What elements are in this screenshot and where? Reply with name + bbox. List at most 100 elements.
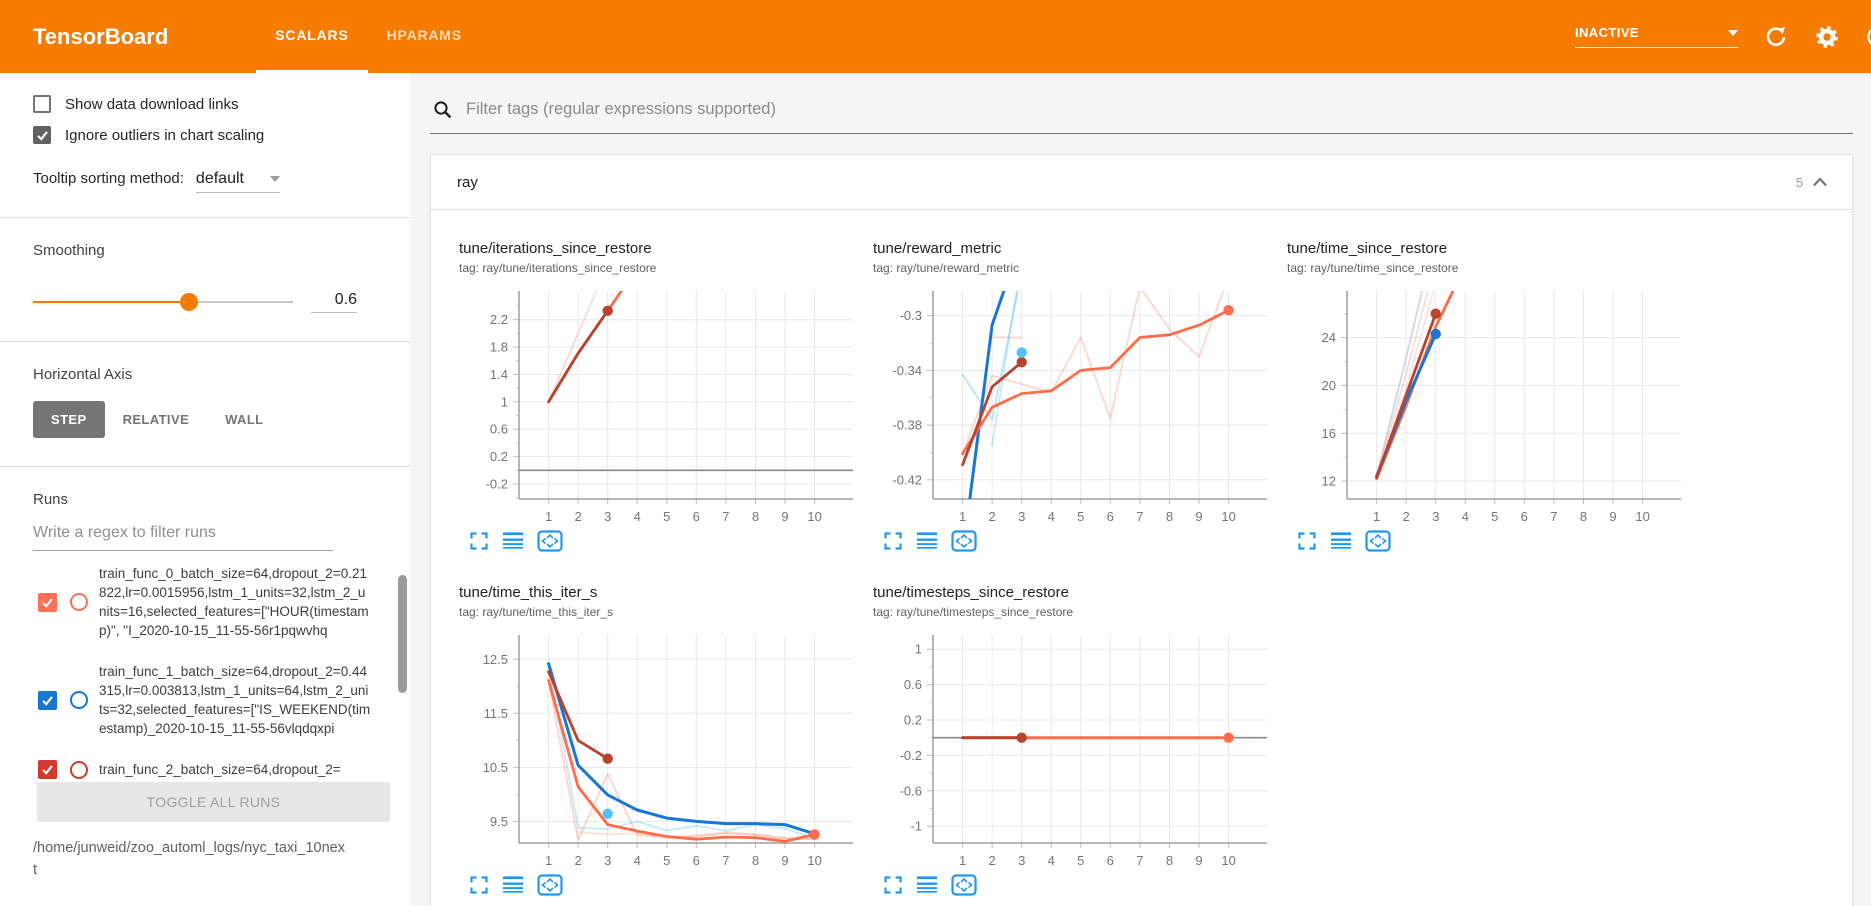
- svg-text:10: 10: [1221, 853, 1235, 868]
- svg-text:-0.2: -0.2: [900, 748, 922, 763]
- scalar-chart: tune/time_this_iter_s tag: ray/tune/time…: [459, 584, 873, 896]
- checkbox-row-0[interactable]: Show data download links: [33, 95, 380, 113]
- fit-domain-icon[interactable]: [537, 530, 563, 552]
- svg-text:2: 2: [988, 509, 995, 524]
- run-name: train_func_2_batch_size=64,dropout_2=: [99, 762, 341, 777]
- chart-tag: tag: ray/tune/timesteps_since_restore: [873, 605, 1074, 619]
- chart-tag: tag: ray/tune/iterations_since_restore: [459, 261, 657, 275]
- svg-text:5: 5: [1491, 509, 1498, 524]
- axis-option-wall[interactable]: WALL: [225, 412, 264, 427]
- log-scale-icon[interactable]: [502, 531, 524, 551]
- section-name: ray: [457, 173, 478, 191]
- fit-domain-icon[interactable]: [537, 874, 563, 896]
- log-scale-icon[interactable]: [1330, 531, 1352, 551]
- svg-text:9: 9: [1195, 853, 1202, 868]
- scalar-chart: tune/timesteps_since_restore tag: ray/tu…: [873, 584, 1287, 896]
- svg-text:1: 1: [501, 394, 508, 409]
- chart-plot[interactable]: 1 2 3 4 5 6 7 8 9 10 -0.42 -0.38 -0.34 -0.3: [873, 283, 1273, 528]
- fullscreen-icon[interactable]: [883, 875, 903, 895]
- checkbox-row-1[interactable]: Ignore outliers in chart scaling: [33, 126, 380, 144]
- runs-scrollbar[interactable]: [398, 575, 407, 693]
- log-scale-icon[interactable]: [916, 875, 938, 895]
- svg-text:2: 2: [1402, 509, 1409, 524]
- runs-filter-input[interactable]: [33, 514, 333, 551]
- svg-text:-0.42: -0.42: [892, 472, 922, 487]
- chart-title: tune/time_since_restore: [1287, 240, 1448, 257]
- svg-text:6: 6: [1107, 509, 1114, 524]
- status-dropdown-value: INACTIVE: [1575, 25, 1639, 40]
- chevron-up-icon[interactable]: [1812, 176, 1828, 188]
- checkbox-label: Show data download links: [65, 95, 239, 113]
- svg-text:12: 12: [1322, 474, 1336, 489]
- tooltip-sorting-select[interactable]: default: [195, 170, 280, 193]
- unchecked-checkbox-icon[interactable]: [33, 95, 51, 113]
- run-solo-radio[interactable]: [70, 593, 88, 611]
- smoothing-slider[interactable]: [33, 293, 293, 311]
- svg-text:-0.34: -0.34: [892, 363, 922, 378]
- svg-text:9: 9: [781, 853, 788, 868]
- run-checkbox[interactable]: [38, 592, 57, 612]
- svg-text:6: 6: [1107, 853, 1114, 868]
- fullscreen-icon[interactable]: [469, 531, 489, 551]
- search-icon: [432, 99, 453, 120]
- fit-domain-icon[interactable]: [1365, 530, 1391, 552]
- run-checkbox[interactable]: [38, 690, 57, 710]
- fit-domain-icon[interactable]: [951, 874, 977, 896]
- svg-text:3: 3: [1018, 509, 1025, 524]
- tag-filter-bar: [430, 91, 1853, 134]
- chart-plot[interactable]: 1 2 3 4 5 6 7 8 9 10 -1 -0.6 -0.2 0.2 0.6 1: [873, 627, 1273, 872]
- header-actions: INACTIVE ?: [1575, 0, 1871, 73]
- axis-option-step[interactable]: STEP: [33, 401, 105, 438]
- tab-hparams[interactable]: HPARAMS: [386, 27, 462, 43]
- smoothing-value[interactable]: 0.6: [311, 291, 357, 313]
- toggle-all-runs-button[interactable]: TOGGLE ALL RUNS: [37, 782, 390, 822]
- run-solo-radio[interactable]: [70, 760, 88, 779]
- status-dropdown[interactable]: INACTIVE: [1575, 25, 1738, 48]
- horizontal-axis-label: Horizontal Axis: [33, 366, 133, 383]
- smoothing-label: Smoothing: [33, 242, 105, 259]
- chart-title: tune/iterations_since_restore: [459, 240, 652, 257]
- refresh-icon[interactable]: [1763, 24, 1789, 50]
- settings-gear-icon[interactable]: [1814, 24, 1840, 50]
- svg-text:1: 1: [959, 853, 966, 868]
- log-scale-icon[interactable]: [502, 875, 524, 895]
- chart-title: tune/reward_metric: [873, 240, 1002, 257]
- run-row-0: train_func_0_batch_size=64,dropout_2=0.2…: [0, 553, 410, 651]
- log-directory-path: /home/junweid/zoo_automl_logs/nyc_taxi_1…: [33, 840, 345, 878]
- run-solo-radio[interactable]: [70, 691, 88, 709]
- log-scale-icon[interactable]: [916, 531, 938, 551]
- svg-text:7: 7: [1136, 853, 1143, 868]
- run-checkbox[interactable]: [38, 760, 57, 779]
- download-and-outlier-options: Show data download links Ignore outliers …: [0, 95, 410, 144]
- tag-filter-input[interactable]: [464, 99, 1851, 120]
- axis-option-relative[interactable]: RELATIVE: [122, 412, 190, 427]
- fullscreen-icon[interactable]: [1297, 531, 1317, 551]
- chart-plot[interactable]: 1 2 3 4 5 6 7 8 9 10 9.5 10.5 11.5 12.5: [459, 627, 859, 872]
- tab-scalars[interactable]: SCALARS: [256, 0, 368, 73]
- svg-text:2.2: 2.2: [490, 312, 508, 327]
- checked-checkbox-icon[interactable]: [33, 126, 51, 144]
- svg-text:9: 9: [1195, 509, 1202, 524]
- fullscreen-icon[interactable]: [883, 531, 903, 551]
- svg-text:-1: -1: [910, 819, 922, 834]
- divider: [0, 217, 410, 218]
- smoothing-slider-knob[interactable]: [180, 293, 198, 311]
- ray-section-header[interactable]: ray 5: [431, 155, 1852, 210]
- chart-tag: tag: ray/tune/time_since_restore: [1287, 261, 1459, 275]
- checkbox-label: Ignore outliers in chart scaling: [65, 126, 265, 144]
- fit-domain-icon[interactable]: [951, 530, 977, 552]
- svg-text:3: 3: [1018, 853, 1025, 868]
- svg-text:8: 8: [752, 509, 759, 524]
- help-icon[interactable]: ?: [1865, 24, 1871, 50]
- svg-text:4: 4: [634, 853, 641, 868]
- chart-plot[interactable]: 1 2 3 4 5 6 7 8 9 10 -0.2 0.2 0.6 1 1.4 1.8 2.2: [459, 283, 859, 528]
- svg-text:7: 7: [722, 509, 729, 524]
- svg-text:24: 24: [1322, 330, 1336, 345]
- fullscreen-icon[interactable]: [469, 875, 489, 895]
- svg-text:10: 10: [1221, 509, 1235, 524]
- svg-text:2: 2: [574, 853, 581, 868]
- svg-text:1: 1: [1373, 509, 1380, 524]
- svg-text:4: 4: [634, 509, 641, 524]
- chart-tag: tag: ray/tune/time_this_iter_s: [459, 605, 614, 619]
